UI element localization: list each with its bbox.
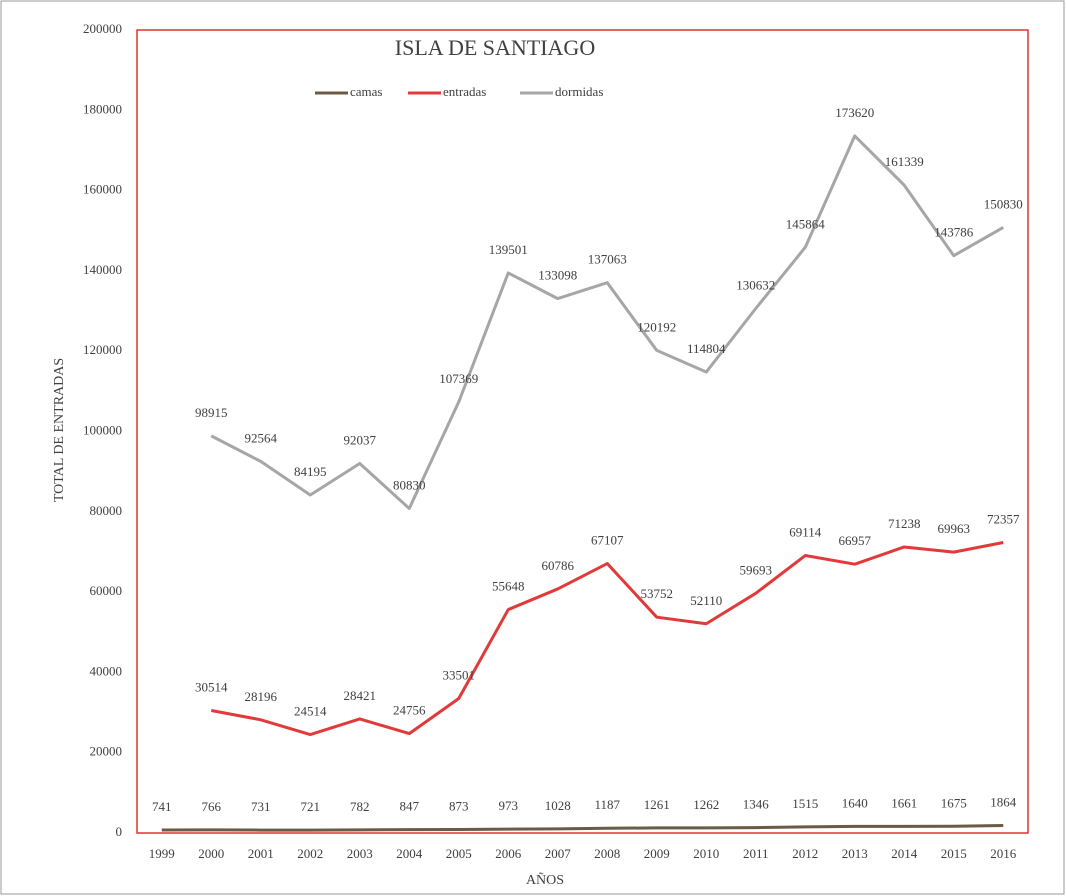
data-label: 873 bbox=[449, 798, 469, 813]
x-tick-label: 2000 bbox=[198, 846, 224, 861]
data-label: 1028 bbox=[545, 798, 571, 813]
data-label: 1346 bbox=[743, 797, 770, 812]
data-label: 33501 bbox=[443, 667, 476, 682]
data-label: 80830 bbox=[393, 477, 426, 492]
x-axis-label: AÑOS bbox=[526, 872, 564, 888]
y-tick-label: 40000 bbox=[90, 663, 123, 678]
data-label: 721 bbox=[301, 799, 321, 814]
chart-title: ISLA DE SANTIAGO bbox=[395, 35, 595, 60]
data-label: 53752 bbox=[641, 586, 674, 601]
data-label: 1262 bbox=[693, 797, 719, 812]
x-tick-label: 2005 bbox=[446, 846, 472, 861]
y-tick-label: 200000 bbox=[83, 21, 122, 36]
data-label: 24756 bbox=[393, 703, 426, 718]
series-line bbox=[161, 824, 1004, 832]
x-tick-label: 2014 bbox=[891, 846, 918, 861]
legend-label: camas bbox=[350, 84, 382, 99]
data-label: 24514 bbox=[294, 704, 327, 719]
data-label: 52110 bbox=[690, 593, 722, 608]
y-tick-label: 0 bbox=[116, 824, 123, 839]
y-tick-label: 160000 bbox=[83, 182, 122, 197]
plot-border bbox=[136, 29, 1029, 834]
data-label: 1864 bbox=[990, 795, 1017, 810]
data-label: 741 bbox=[152, 799, 172, 814]
data-label: 782 bbox=[350, 799, 370, 814]
x-tick-label: 2004 bbox=[396, 846, 423, 861]
data-label: 84195 bbox=[294, 464, 327, 479]
x-tick-label: 2010 bbox=[693, 846, 719, 861]
data-label: 133098 bbox=[538, 268, 577, 283]
data-label: 1515 bbox=[792, 796, 818, 811]
data-label: 107369 bbox=[439, 371, 478, 386]
data-label: 1661 bbox=[891, 795, 917, 810]
data-label: 137063 bbox=[588, 252, 627, 267]
legend-label: entradas bbox=[443, 84, 486, 99]
y-tick-label: 100000 bbox=[83, 422, 122, 437]
data-label: 98915 bbox=[195, 405, 228, 420]
y-tick-label: 80000 bbox=[90, 503, 123, 518]
data-label: 72357 bbox=[987, 511, 1020, 526]
series-line bbox=[210, 134, 1004, 510]
data-label: 1675 bbox=[941, 795, 967, 810]
series-line bbox=[210, 541, 1004, 737]
x-tick-label: 1999 bbox=[149, 846, 175, 861]
data-label: 1261 bbox=[644, 797, 670, 812]
data-label: 30514 bbox=[195, 679, 228, 694]
data-label: 143786 bbox=[934, 225, 974, 240]
data-label: 161339 bbox=[885, 154, 924, 169]
data-label: 150830 bbox=[984, 196, 1023, 211]
y-tick-label: 140000 bbox=[83, 262, 122, 277]
data-label: 59693 bbox=[740, 562, 773, 577]
y-tick-label: 60000 bbox=[90, 583, 123, 598]
data-label: 1187 bbox=[594, 797, 620, 812]
data-label: 130632 bbox=[736, 277, 775, 292]
data-label: 1640 bbox=[842, 795, 868, 810]
x-tick-label: 2016 bbox=[990, 846, 1017, 861]
data-label: 28421 bbox=[344, 688, 377, 703]
y-tick-label: 20000 bbox=[90, 744, 123, 759]
x-tick-label: 2011 bbox=[743, 846, 769, 861]
data-label: 60786 bbox=[542, 558, 575, 573]
legend-label: dormidas bbox=[555, 84, 603, 99]
data-label: 847 bbox=[400, 799, 420, 814]
x-tick-label: 2003 bbox=[347, 846, 373, 861]
x-tick-label: 2007 bbox=[545, 846, 572, 861]
data-label: 973 bbox=[499, 798, 519, 813]
data-label: 139501 bbox=[489, 242, 528, 257]
x-tick-label: 2009 bbox=[644, 846, 670, 861]
data-label: 66957 bbox=[839, 533, 872, 548]
data-label: 69963 bbox=[938, 521, 971, 536]
data-label: 71238 bbox=[888, 516, 921, 531]
data-label: 92564 bbox=[245, 430, 278, 445]
x-tick-label: 2008 bbox=[594, 846, 620, 861]
data-label: 114804 bbox=[687, 341, 726, 356]
x-tick-label: 2015 bbox=[941, 846, 967, 861]
data-label: 731 bbox=[251, 799, 271, 814]
x-tick-label: 2012 bbox=[792, 846, 818, 861]
data-label: 120192 bbox=[637, 319, 676, 334]
data-label: 55648 bbox=[492, 579, 525, 594]
data-label: 145864 bbox=[786, 216, 826, 231]
y-axis-label: TOTAL DE ENTRADAS bbox=[52, 358, 67, 502]
data-label: 92037 bbox=[344, 432, 377, 447]
x-tick-label: 2001 bbox=[248, 846, 274, 861]
x-tick-label: 2013 bbox=[842, 846, 868, 861]
y-tick-label: 180000 bbox=[83, 101, 122, 116]
y-tick-label: 120000 bbox=[83, 342, 122, 357]
data-label: 69114 bbox=[789, 524, 822, 539]
data-label: 28196 bbox=[245, 689, 278, 704]
data-label: 67107 bbox=[591, 533, 624, 548]
data-label: 173620 bbox=[835, 105, 874, 120]
x-tick-label: 2002 bbox=[297, 846, 323, 861]
data-label: 766 bbox=[202, 799, 222, 814]
x-tick-label: 2006 bbox=[495, 846, 522, 861]
